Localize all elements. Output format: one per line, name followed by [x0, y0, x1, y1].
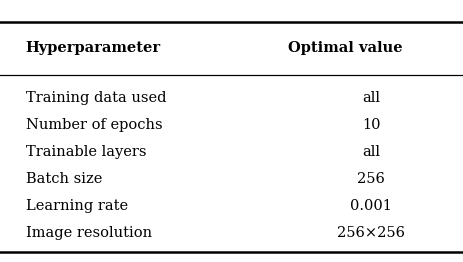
- Text: Batch size: Batch size: [25, 172, 102, 186]
- Text: Hyperparameter: Hyperparameter: [25, 41, 160, 56]
- Text: Image resolution: Image resolution: [25, 226, 151, 240]
- Text: 10: 10: [361, 118, 380, 132]
- Text: Optimal value: Optimal value: [287, 41, 401, 56]
- Text: all: all: [362, 145, 379, 159]
- Text: Training data used: Training data used: [25, 91, 166, 105]
- Text: Trainable layers: Trainable layers: [25, 145, 146, 159]
- Text: Learning rate: Learning rate: [25, 199, 127, 213]
- Text: 256×256: 256×256: [337, 226, 404, 240]
- Text: 256: 256: [357, 172, 384, 186]
- Text: 0.001: 0.001: [350, 199, 391, 213]
- Text: all: all: [362, 91, 379, 105]
- Text: Number of epochs: Number of epochs: [25, 118, 162, 132]
